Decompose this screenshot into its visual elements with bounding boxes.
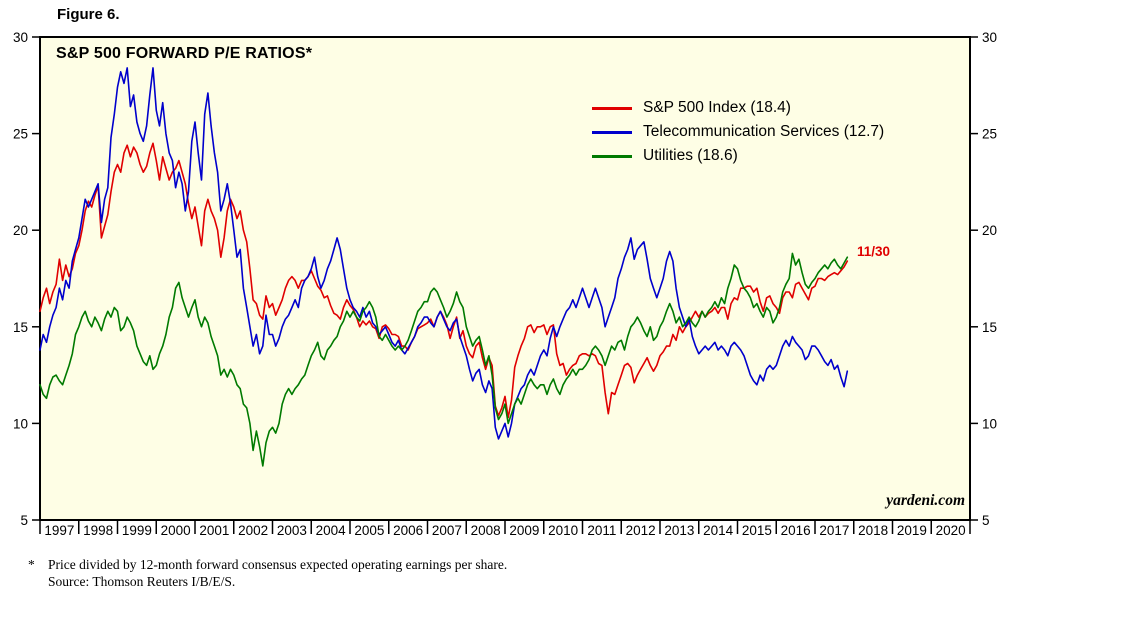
- chart-annotation: 11/30: [857, 244, 891, 259]
- y-tick-label-right: 25: [982, 127, 997, 142]
- footnote-text: Price divided by 12-month forward consen…: [48, 557, 508, 572]
- legend-label-utilities: Utilities (18.6): [643, 147, 738, 164]
- x-tick-label: 2017: [819, 523, 849, 538]
- y-tick-label-left: 5: [20, 513, 28, 528]
- x-tick-label: 2002: [238, 523, 268, 538]
- series-line-2: [39, 252, 849, 467]
- x-tick-label: 2013: [664, 523, 694, 538]
- y-tick-label-left: 25: [13, 127, 28, 142]
- chart-legend: S&P 500 Index (18.4) Telecommunication S…: [592, 96, 884, 168]
- green-line-swatch: [592, 154, 632, 158]
- x-tick-label: 2001: [199, 523, 229, 538]
- legend-label-sp500: S&P 500 Index (18.4): [643, 99, 791, 116]
- x-tick-label: 2003: [277, 523, 307, 538]
- chart-title: S&P 500 FORWARD P/E RATIOS*: [56, 45, 313, 62]
- y-tick-label-left: 10: [13, 416, 28, 431]
- legend-item-sp500: S&P 500 Index (18.4): [592, 96, 884, 120]
- figure-label: Figure 6.: [57, 6, 120, 23]
- legend-label-telecom: Telecommunication Services (12.7): [643, 123, 885, 140]
- footnote-indent: [28, 573, 48, 590]
- red-line-swatch: [592, 106, 632, 110]
- y-tick-label-right: 5: [982, 513, 990, 528]
- x-tick-label: 2020: [936, 523, 966, 538]
- x-tick-label: 2016: [781, 523, 811, 538]
- y-tick-label-right: 10: [982, 416, 997, 431]
- x-tick-label: 2010: [548, 523, 578, 538]
- legend-item-utilities: Utilities (18.6): [592, 144, 884, 168]
- footnote-line-2: Source: Thomson Reuters I/B/E/S.: [28, 573, 507, 590]
- x-tick-label: 2012: [626, 523, 656, 538]
- y-tick-label-left: 20: [13, 223, 28, 238]
- footnote-line-1: * Price divided by 12-month forward cons…: [28, 556, 507, 573]
- y-tick-label-left: 15: [13, 320, 28, 335]
- x-tick-label: 2014: [703, 523, 734, 538]
- y-tick-label-right: 15: [982, 320, 997, 335]
- x-tick-label: 2007: [432, 523, 462, 538]
- x-tick-label: 2011: [587, 523, 616, 538]
- x-tick-label: 1997: [44, 523, 74, 538]
- footnote: * Price divided by 12-month forward cons…: [28, 556, 507, 590]
- x-tick-label: 2008: [471, 523, 501, 538]
- x-tick-label: 2009: [509, 523, 539, 538]
- x-tick-label: 2005: [354, 523, 384, 538]
- series-line-1: [39, 67, 849, 440]
- watermark: yardeni.com: [886, 492, 965, 509]
- y-tick-label-right: 30: [982, 30, 997, 45]
- x-tick-label: 2006: [393, 523, 423, 538]
- blue-line-swatch: [592, 130, 632, 134]
- footnote-source: Source: Thomson Reuters I/B/E/S.: [48, 574, 236, 589]
- x-tick-label: 2004: [316, 523, 347, 538]
- x-tick-label: 2019: [897, 523, 927, 538]
- y-tick-label-right: 20: [982, 223, 997, 238]
- legend-item-telecom: Telecommunication Services (12.7): [592, 120, 884, 144]
- y-tick-label-left: 30: [13, 30, 28, 45]
- x-tick-label: 2018: [858, 523, 888, 538]
- x-tick-label: 2000: [161, 523, 191, 538]
- x-tick-label: 2015: [742, 523, 772, 538]
- x-tick-label: 1999: [122, 523, 152, 538]
- footnote-marker: *: [28, 557, 35, 572]
- x-tick-label: 1998: [83, 523, 113, 538]
